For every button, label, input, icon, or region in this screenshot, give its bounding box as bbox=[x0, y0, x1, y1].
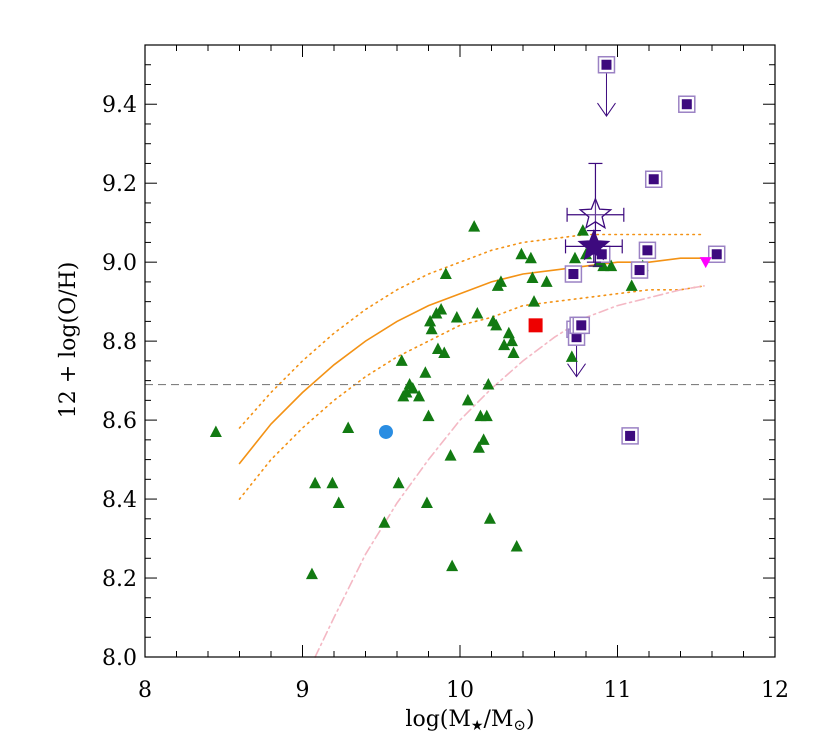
y-tick-label: 8.2 bbox=[102, 567, 137, 592]
scatter-point-square bbox=[568, 269, 579, 280]
x-axis-label: log(M★/M⊙) bbox=[405, 707, 534, 734]
scatter-point-square bbox=[642, 245, 653, 256]
scatter-point-triangle bbox=[461, 393, 474, 406]
scatter-point-triangle bbox=[505, 334, 518, 347]
scatter-point-inverted-triangle bbox=[699, 257, 712, 269]
scatter-point-triangle bbox=[510, 539, 523, 552]
x-axis-label-subscript: ★ bbox=[471, 718, 484, 734]
scatter-point-triangle bbox=[576, 224, 589, 236]
model-curve-dashdot bbox=[314, 285, 705, 658]
scatter-point-triangle bbox=[480, 409, 493, 422]
y-tick-label: 8.4 bbox=[102, 488, 137, 513]
scatter-point-square bbox=[576, 320, 587, 331]
scatter-point-triangle bbox=[392, 476, 405, 489]
scatter-point-square bbox=[681, 99, 692, 110]
scatter-point-triangle bbox=[435, 303, 448, 315]
scatter-point-triangle bbox=[438, 346, 451, 358]
scatter-point-triangle bbox=[471, 306, 484, 319]
plot-border bbox=[144, 44, 776, 658]
scatter-point-triangle bbox=[597, 259, 610, 272]
scatter-point-triangle bbox=[309, 476, 322, 489]
scatter-point-triangle bbox=[400, 385, 413, 398]
scatter-point-triangle bbox=[431, 342, 444, 355]
scatter-point-triangle bbox=[507, 346, 520, 358]
scatter-point-triangle bbox=[419, 366, 432, 378]
scatter-point-triangle bbox=[420, 496, 433, 509]
scatter-point-triangle bbox=[568, 251, 581, 264]
scatter-point-triangle bbox=[406, 382, 419, 394]
axis-ticks bbox=[144, 44, 776, 658]
model-curves bbox=[238, 233, 705, 658]
x-tick-label: 8 bbox=[138, 678, 152, 703]
upper-limit-arrowhead bbox=[597, 102, 616, 117]
x-tick-label: 10 bbox=[446, 678, 474, 703]
scatter-point-triangle bbox=[565, 350, 578, 362]
y-tick-label: 9.2 bbox=[102, 172, 137, 197]
scatter-point-triangle bbox=[528, 295, 541, 307]
scatter-point-open-star bbox=[578, 197, 613, 230]
scatter-point-triangle bbox=[540, 275, 553, 287]
x-axis-label-subscript: ⊙ bbox=[513, 716, 526, 734]
scatter-point-triangle bbox=[494, 275, 507, 287]
scatter-point-triangle bbox=[424, 314, 437, 327]
y-tick-label: 8.0 bbox=[102, 646, 137, 671]
scatter-point-square bbox=[625, 430, 636, 441]
scatter-point-triangle bbox=[625, 279, 638, 291]
scatter-point-triangle bbox=[450, 310, 463, 323]
upper-limit-arrowhead bbox=[567, 363, 586, 378]
scatter-point-triangle bbox=[482, 378, 495, 390]
scatter-point-triangle bbox=[605, 259, 618, 272]
x-axis-label-part: /M bbox=[483, 707, 513, 732]
scatter-point-triangle bbox=[378, 516, 391, 528]
scatter-point-triangle bbox=[526, 271, 539, 283]
x-tick-label: 11 bbox=[604, 678, 632, 703]
x-tick-label: 9 bbox=[296, 678, 310, 703]
scatter-point-triangle bbox=[498, 338, 511, 351]
data-points bbox=[209, 55, 726, 580]
scatter-point-red-square bbox=[528, 318, 543, 333]
scatter-point-triangle bbox=[446, 559, 459, 572]
scatter-point-triangle bbox=[483, 512, 496, 524]
scatter-point-triangle bbox=[209, 425, 222, 437]
scatter-point-triangle bbox=[477, 433, 490, 445]
y-tick-label: 8.8 bbox=[102, 330, 137, 355]
scatter-point-triangle bbox=[524, 251, 537, 264]
model-curve-dotted bbox=[238, 285, 705, 500]
scatter-point-triangle bbox=[444, 449, 457, 461]
scatter-point-triangle bbox=[468, 220, 481, 232]
scatter-point-triangle bbox=[472, 441, 485, 453]
y-tick-label: 9.0 bbox=[102, 251, 137, 276]
scatter-point-triangle bbox=[502, 326, 515, 339]
scatter-point-triangle bbox=[515, 247, 528, 260]
scatter-point-square bbox=[634, 265, 645, 276]
scatter-point-triangle bbox=[342, 421, 355, 433]
scatter-point-triangle bbox=[422, 409, 435, 422]
tick-labels: 8 9 10 11 12 8.0 8.2 8.4 8.6 8.8 9.0 9.2 9.4 bbox=[102, 93, 789, 703]
y-tick-label: 8.6 bbox=[102, 409, 137, 434]
x-axis-label-part: log(M bbox=[405, 707, 470, 732]
scatter-point-circle bbox=[378, 424, 393, 439]
x-axis-label-part: ) bbox=[526, 707, 535, 732]
scatter-point-triangle bbox=[305, 567, 318, 580]
scatter-point-square bbox=[571, 332, 582, 343]
model-curve-dotted bbox=[238, 233, 705, 429]
scatter-point-triangle bbox=[395, 354, 408, 366]
scatter-point-triangle bbox=[413, 389, 426, 402]
scatter-point-triangle bbox=[425, 322, 438, 335]
x-tick-label: 12 bbox=[761, 678, 789, 703]
y-axis-label: 12 + log(O/H) bbox=[56, 262, 81, 419]
scatter-point-square bbox=[711, 249, 722, 260]
y-tick-label: 9.4 bbox=[102, 93, 137, 118]
plot-frame bbox=[144, 44, 776, 658]
scatter-point-triangle bbox=[439, 267, 452, 280]
scatter-point-filled-star bbox=[577, 229, 611, 261]
scatter-point-triangle bbox=[332, 496, 345, 509]
scatter-point-triangle bbox=[490, 318, 503, 331]
scatter-point-square bbox=[648, 174, 659, 185]
scatter-point-square bbox=[601, 59, 612, 70]
scatter-point-triangle bbox=[326, 476, 339, 489]
